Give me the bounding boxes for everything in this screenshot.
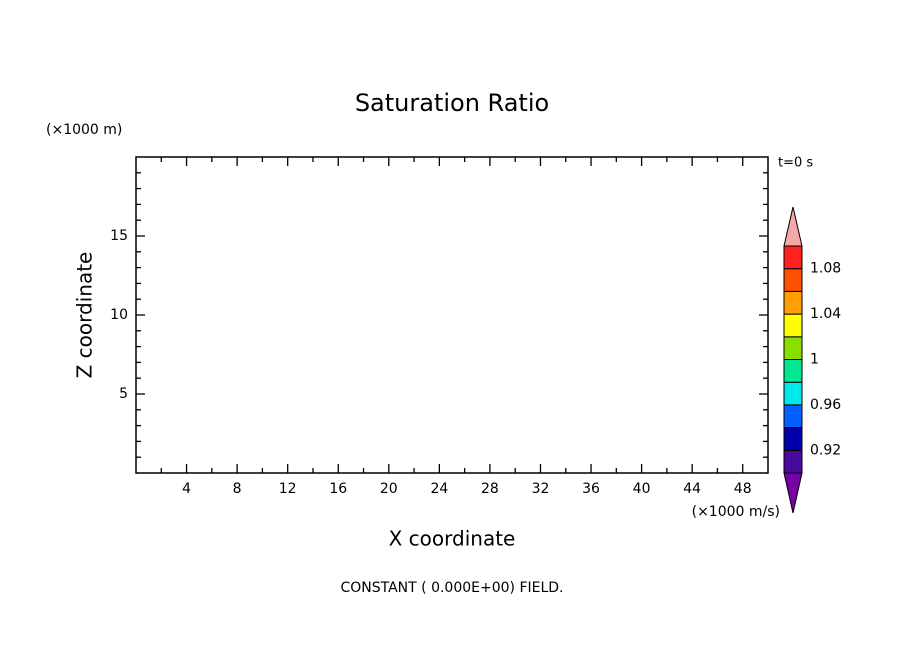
colorbar-segment	[783, 336, 803, 360]
colorbar-segment	[783, 404, 803, 429]
y-axis-label: Z coordinate	[73, 252, 97, 379]
x-tick-label: 24	[430, 481, 448, 497]
y-unit: (×1000 m)	[46, 122, 122, 138]
y-tick-label: 5	[119, 386, 128, 402]
x-tick-label: 20	[380, 481, 398, 497]
colorbar-tick-label: 0.92	[810, 442, 841, 458]
x-tick-label: 40	[633, 481, 651, 497]
colorbar-over	[783, 206, 803, 247]
x-tick-label: 32	[532, 481, 550, 497]
colorbar-segment	[783, 381, 803, 406]
chart-title: Saturation Ratio	[355, 89, 549, 117]
x-tick-label: 16	[329, 481, 347, 497]
x-tick-label: 12	[279, 481, 297, 497]
y-tick-label: 10	[110, 307, 128, 323]
x-tick-label: 36	[582, 481, 600, 497]
x-tick-label: 28	[481, 481, 499, 497]
x-tick-label: 8	[233, 481, 242, 497]
colorbar-segment	[783, 313, 803, 338]
colorbar-tick-label: 1.04	[810, 306, 841, 322]
x-tick-label: 48	[734, 481, 752, 497]
colorbar-segment	[783, 449, 803, 474]
colorbar-tick-label: 0.96	[810, 397, 841, 413]
colorbar-segment	[783, 359, 803, 383]
x-tick-label: 4	[182, 481, 191, 497]
time-label: t=0 s	[778, 156, 813, 171]
colorbar-segment	[783, 427, 803, 451]
colorbar-segment	[783, 268, 803, 292]
colorbar-tick-label: 1	[810, 352, 819, 368]
colorbar-segment	[783, 245, 803, 270]
y-tick-label: 15	[110, 228, 128, 244]
colorbar-segment	[783, 290, 803, 315]
colorbar-tick-label: 1.08	[810, 261, 841, 277]
footer: CONSTANT ( 0.000E+00) FIELD.	[340, 580, 563, 596]
x-unit: (×1000 m/s)	[692, 504, 780, 520]
x-tick-label: 44	[683, 481, 701, 497]
x-axis-label: X coordinate	[389, 527, 516, 551]
colorbar-under	[783, 472, 803, 514]
